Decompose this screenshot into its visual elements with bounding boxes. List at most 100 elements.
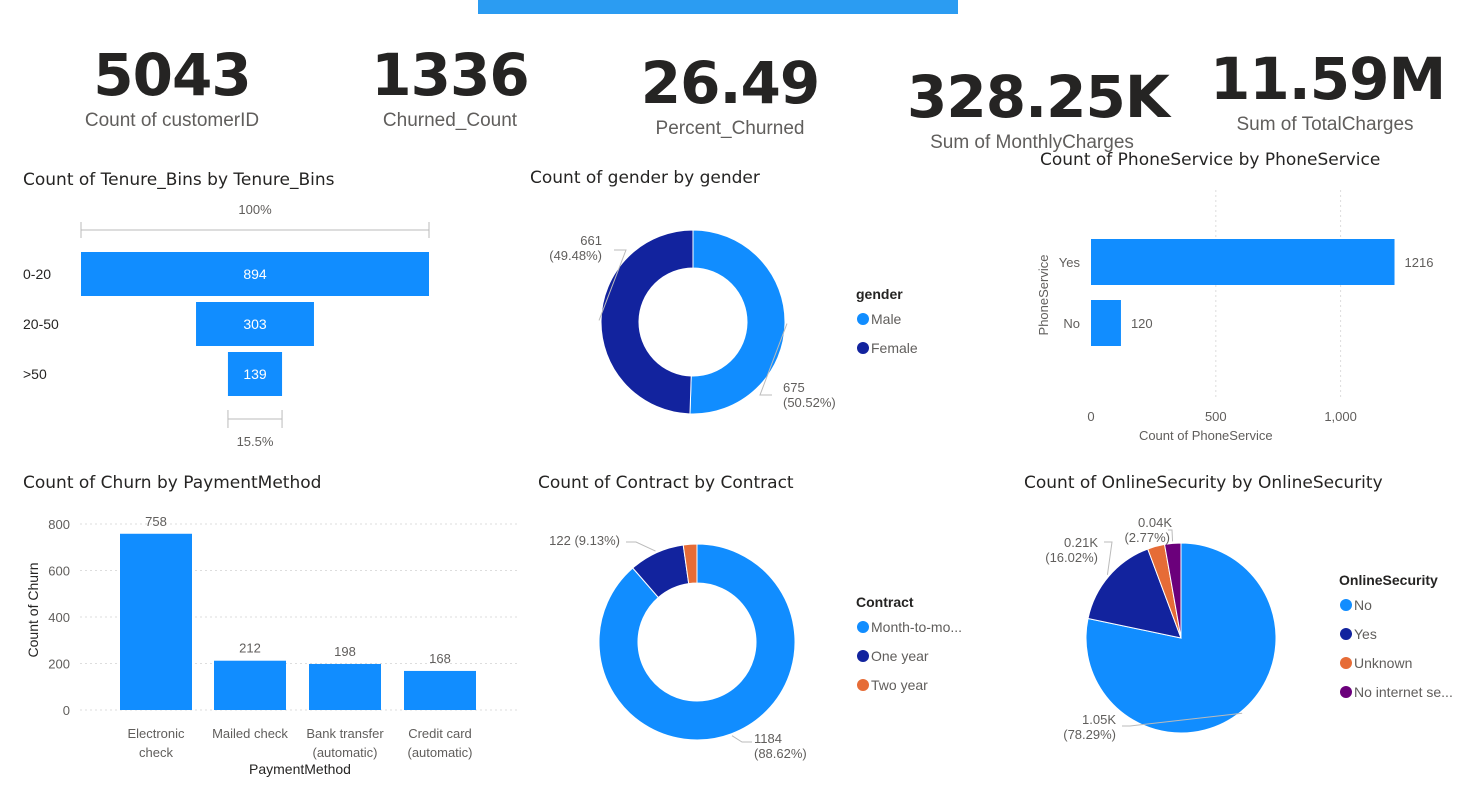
y-tick-label: 400 xyxy=(48,610,70,625)
payment-chart-title: Count of Churn by PaymentMethod xyxy=(23,473,322,493)
bar xyxy=(404,670,476,710)
legend-item-label: Female xyxy=(871,340,918,356)
legend-title: gender xyxy=(856,286,903,302)
funnel-bar-value: 303 xyxy=(243,316,267,332)
bar-value-label: 198 xyxy=(334,644,356,659)
leader-line xyxy=(1104,541,1113,575)
funnel-category-label: >50 xyxy=(23,366,47,382)
pie-slice xyxy=(1087,548,1182,639)
funnel-bar xyxy=(196,302,314,346)
legend-item-label: Unknown xyxy=(1354,655,1412,671)
bar-value-label: 168 xyxy=(429,651,451,666)
kpi-label: Count of customerID xyxy=(84,110,260,131)
leader-line xyxy=(731,735,752,743)
pie-slice xyxy=(682,543,698,585)
legend-marker xyxy=(1340,657,1352,669)
x-axis-title: Count of PhoneService xyxy=(1139,428,1273,443)
kpi-card-customer-count[interactable]: 5043 Count of customerID xyxy=(62,46,282,132)
data-label-percent: (50.52%) xyxy=(783,395,836,410)
legend-marker xyxy=(1340,599,1352,611)
data-label-value: 661 xyxy=(580,233,602,248)
legend-marker xyxy=(857,342,869,354)
legend-marker xyxy=(1340,628,1352,640)
bar-value-label: 120 xyxy=(1131,316,1153,331)
tenure-funnel-chart[interactable]: 100% 894 0-20 303 20-50 139 >50 15.5% xyxy=(0,195,470,460)
report-header-bar xyxy=(478,0,958,14)
data-label-percent: (78.29%) xyxy=(1063,727,1116,742)
bar xyxy=(1091,239,1395,285)
x-tick-label: 0 xyxy=(1087,409,1094,424)
leader-line xyxy=(1122,712,1243,727)
legend-marker xyxy=(857,679,869,691)
data-label-value: 122 (9.13%) xyxy=(549,533,620,548)
x-category-label: Credit card xyxy=(408,726,472,741)
contract-donut-chart[interactable]: 1184(88.62%) 122 (9.13%) Contract Month-to-… xyxy=(520,500,990,780)
data-label-value: 0.21K xyxy=(1064,535,1098,550)
funnel-top-label: 100% xyxy=(238,202,272,217)
gender-chart-title: Count of gender by gender xyxy=(530,168,760,188)
legend-item-label: No internet se... xyxy=(1354,684,1453,700)
kpi-value: 328.25K xyxy=(907,63,1170,131)
funnel-bar-value: 139 xyxy=(243,366,267,382)
x-category-label: check xyxy=(139,745,173,760)
kpi-card-total-charges[interactable]: 11.59M Sum of TotalCharges xyxy=(1210,45,1446,136)
legend-item-label: One year xyxy=(871,648,929,664)
phone-service-bar-chart[interactable]: 0 500 1,000 1216 Yes 120 No Count of PhoneServi… xyxy=(1030,185,1470,450)
data-label-percent: (16.02%) xyxy=(1045,550,1098,565)
y-tick-label: 0 xyxy=(63,703,70,718)
bar xyxy=(1091,300,1121,346)
y-axis-title: PhoneService xyxy=(1036,255,1051,336)
bar xyxy=(309,663,381,710)
legend-item-label: Two year xyxy=(871,677,928,693)
kpi-label: Percent_Churned xyxy=(655,118,805,139)
x-category-label: Electronic xyxy=(127,726,185,741)
bar-value-label: 758 xyxy=(145,514,167,529)
data-label-value: 1184 xyxy=(754,731,782,746)
legend-marker xyxy=(1340,686,1352,698)
funnel-bar-value: 894 xyxy=(243,266,267,282)
kpi-label: Sum of MonthlyCharges xyxy=(930,132,1134,153)
x-tick-label: 500 xyxy=(1205,409,1227,424)
bar-value-label: 1216 xyxy=(1405,255,1434,270)
gender-donut-chart[interactable]: 675(50.52%) 661(49.48%) gender Male Female xyxy=(520,195,970,435)
leader-line xyxy=(759,323,788,396)
legend-title: OnlineSecurity xyxy=(1339,572,1438,588)
tenure-chart-title: Count of Tenure_Bins by Tenure_Bins xyxy=(23,170,335,190)
leader-line xyxy=(598,249,627,321)
kpi-value: 11.59M xyxy=(1210,45,1446,113)
y-category-label: Yes xyxy=(1059,255,1081,270)
legend-marker xyxy=(857,621,869,633)
x-axis-title: PaymentMethod xyxy=(249,761,351,777)
kpi-value: 26.49 xyxy=(640,49,820,117)
data-label-percent: (2.77%) xyxy=(1124,530,1170,545)
funnel-bottom-label: 15.5% xyxy=(237,434,274,449)
pie-slice xyxy=(600,229,694,415)
kpi-value: 5043 xyxy=(93,41,251,109)
funnel-category-label: 0-20 xyxy=(23,266,51,282)
y-axis-title: Count of Churn xyxy=(25,563,41,658)
online-security-pie-chart[interactable]: 1.05K(78.29%) 0.21K(16.02%) 0.04K(2.77%) On… xyxy=(1000,500,1475,760)
y-tick-label: 200 xyxy=(48,657,70,672)
kpi-card-percent-churned[interactable]: 26.49 Percent_Churned xyxy=(625,54,835,140)
y-tick-label: 600 xyxy=(48,564,70,579)
kpi-card-churned-count[interactable]: 1336 Churned_Count xyxy=(345,46,555,132)
legend-title: Contract xyxy=(856,594,914,610)
payment-method-bar-chart[interactable]: 0 200 400 600 800 758 Electronic check 212 Mailed… xyxy=(0,500,520,790)
kpi-label: Sum of TotalCharges xyxy=(1236,114,1414,135)
data-label-percent: (88.62%) xyxy=(754,746,807,761)
legend-item-label: Month-to-mo... xyxy=(871,619,962,635)
legend-marker xyxy=(857,313,869,325)
data-label-value: 0.04K xyxy=(1138,515,1172,530)
leader-line xyxy=(626,541,656,552)
y-category-label: No xyxy=(1063,316,1080,331)
data-label-value: 675 xyxy=(783,380,805,395)
x-category-label: (automatic) xyxy=(312,745,377,760)
kpi-card-monthly-charges[interactable]: 328.25K Sum of MonthlyCharges xyxy=(907,63,1170,154)
legend-marker xyxy=(857,650,869,662)
legend-item-label: Male xyxy=(871,311,902,327)
bar-value-label: 212 xyxy=(239,641,261,656)
bar xyxy=(214,660,286,710)
pie-slice xyxy=(1163,542,1182,639)
contract-chart-title: Count of Contract by Contract xyxy=(538,473,794,493)
phone-chart-title: Count of PhoneService by PhoneService xyxy=(1040,150,1381,170)
